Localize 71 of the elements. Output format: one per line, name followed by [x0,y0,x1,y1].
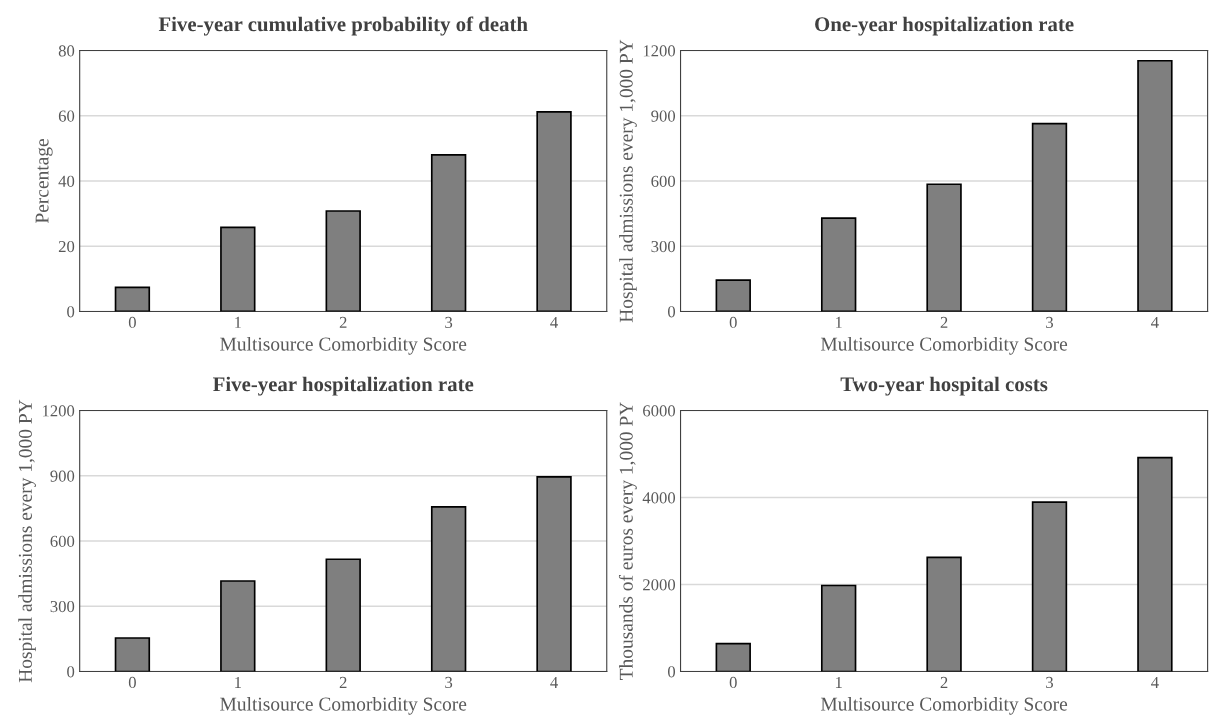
x-axis-title: Multisource Comorbidity Score [220,696,467,715]
x-axis-title: Multisource Comorbidity Score [820,696,1068,715]
y-tick-label: 300 [50,600,75,613]
bar [926,556,962,672]
x-tick-label: 4 [550,316,558,328]
bar [430,154,467,312]
y-tick-label: 80 [58,45,75,57]
chart-title: One-year hospitalization rate [815,16,1074,36]
bar [926,183,962,312]
bar [715,279,751,312]
y-tick-label: 2000 [643,579,676,591]
y-tick-label: 60 [58,110,75,122]
x-tick-label: 2 [339,316,347,328]
bar [114,286,151,312]
bar [325,210,361,312]
y-tick-label: 600 [651,175,676,187]
bar [325,558,361,672]
y-tick-label: 0 [667,666,676,678]
y-tick-label: 1200 [42,405,75,417]
bar [430,506,467,672]
y-axis-title: Hospital admissions every 1,000 PY [619,39,637,323]
bar [820,217,857,312]
chart-title: Two-year hospital costs [840,376,1048,396]
x-tick-label: 1 [835,316,842,328]
x-tick-label: 0 [729,316,737,329]
bar [820,584,857,672]
x-tick-label: 3 [1046,316,1054,329]
bar [1137,456,1173,672]
y-tick-label: 40 [58,175,75,187]
x-tick-label: 0 [128,316,136,329]
x-tick-label: 2 [940,316,948,328]
bar [1137,59,1173,312]
bar [536,476,572,672]
chart-title: Five-year cumulative probability of death [158,16,528,36]
bar [715,642,751,672]
bar [536,111,572,312]
x-tick-label: 4 [1151,676,1159,688]
x-tick-label: 1 [835,676,842,688]
bar [220,580,256,672]
x-tick-label: 2 [339,676,347,688]
y-axis-title: Percentage [35,139,53,224]
x-tick-label: 4 [1151,316,1159,328]
y-tick-label: 20 [58,240,75,253]
x-tick-label: 0 [128,676,136,689]
y-tick-label: 300 [651,240,676,253]
y-tick-label: 600 [50,535,75,547]
y-tick-label: 0 [67,306,75,318]
y-axis-title: Hospital admissions every 1,000 PY [18,399,36,683]
y-axis-title: Thousands of euros every 1,000 PY [618,402,637,680]
x-tick-label: 2 [940,676,948,688]
x-tick-label: 4 [550,676,558,688]
y-tick-label: 0 [667,306,676,318]
bar [114,637,151,672]
y-tick-label: 6000 [643,405,676,417]
y-tick-label: 4000 [642,492,676,504]
y-tick-label: 900 [651,110,676,122]
x-axis-title: Multisource Comorbidity Score [820,336,1068,355]
bar [1031,122,1068,312]
y-tick-label: 0 [67,666,75,678]
x-tick-label: 0 [729,676,737,689]
bar [1031,501,1068,672]
y-tick-label: 1200 [643,45,676,57]
x-tick-label: 1 [235,676,241,688]
y-tick-label: 900 [50,470,75,482]
x-tick-label: 3 [445,676,453,689]
x-axis-title: Multisource Comorbidity Score [220,336,467,355]
x-tick-label: 1 [235,316,241,328]
bar [220,226,256,312]
x-tick-label: 3 [445,316,453,329]
x-tick-label: 3 [1046,676,1054,689]
chart-title: Five-year hospitalization rate [213,376,474,396]
